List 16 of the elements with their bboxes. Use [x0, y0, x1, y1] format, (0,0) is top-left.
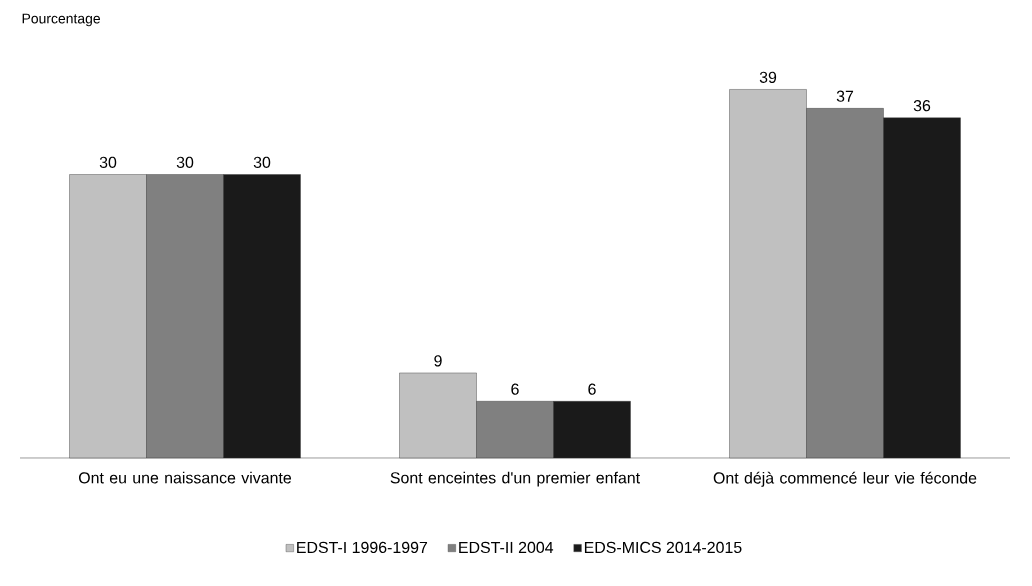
text: Pourcentage	[22, 13, 100, 27]
data-label: 9	[434, 355, 442, 367]
data-label: 30	[99, 156, 117, 168]
data-label: 30	[253, 156, 271, 168]
data-label: 6	[588, 383, 596, 395]
data-label: 37	[836, 90, 854, 102]
x-tick-label: Ont déjà commencé leur vie féconde	[713, 471, 977, 487]
data-label: 39	[759, 71, 777, 83]
data-label: 36	[913, 100, 931, 112]
data-label: 6	[511, 383, 519, 395]
legend-label: EDST-I 1996-1997	[297, 541, 428, 554]
data-label: 30	[176, 156, 194, 168]
legend-label: EDST-II 2004	[459, 541, 554, 554]
legend-label: EDS-MICS 2014-2015	[584, 541, 742, 554]
x-tick-label: Sont enceintes d'un premier enfant	[390, 471, 640, 487]
x-tick-label: Ont eu une naissance vivante	[78, 471, 292, 484]
